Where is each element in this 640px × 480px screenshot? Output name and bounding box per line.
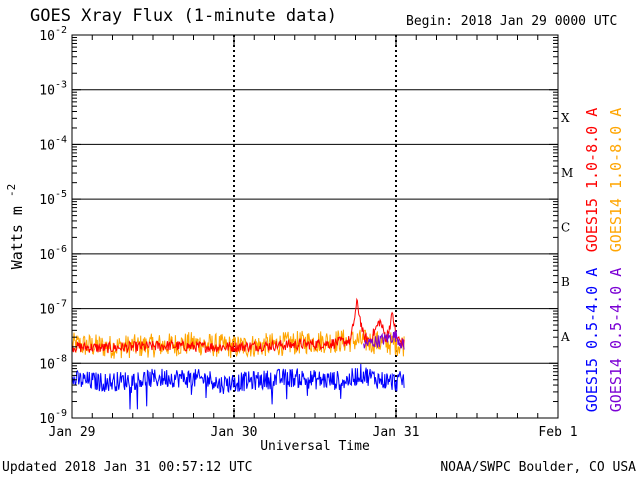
flare-class-X: X <box>561 111 570 125</box>
flare-class-B: B <box>561 275 570 289</box>
series-line-1 <box>71 297 405 354</box>
x-tick-label: Jan 30 <box>211 425 258 440</box>
legend-entry-1: GOES14 1.0-8.0 A <box>607 108 625 253</box>
flare-class-M: M <box>561 166 573 180</box>
y-tick-exponent: -8 <box>55 353 67 364</box>
y-tick-exponent: -6 <box>55 244 67 255</box>
y-tick-exponent: -9 <box>55 408 67 419</box>
y-tick-label: 10-5 <box>39 189 67 208</box>
page-title: GOES Xray Flux (1-minute data) <box>30 6 338 26</box>
updated-timestamp: Updated 2018 Jan 31 00:57:12 UTC <box>2 460 253 475</box>
x-tick-label: Jan 29 <box>49 425 96 440</box>
flare-class-A: A <box>560 330 570 344</box>
y-tick-exponent: -3 <box>55 80 67 91</box>
y-tick-label: 10-4 <box>39 134 67 153</box>
x-axis-label: Universal Time <box>260 439 370 454</box>
series-line-3 <box>71 363 405 410</box>
series-line-2 <box>363 330 405 350</box>
grid-layer <box>72 35 558 418</box>
series-layer <box>71 297 405 410</box>
y-axis-label-exponent: -2 <box>5 184 18 197</box>
flare-class-C: C <box>561 221 570 235</box>
credit-text: NOAA/SWPC Boulder, CO USA <box>440 460 636 475</box>
y-tick-label: 10-3 <box>39 80 67 99</box>
legend-entry-3: GOES14 0.5-4.0 A <box>607 268 625 413</box>
y-tick-label: 10-8 <box>39 353 67 372</box>
y-tick-label: 10-7 <box>39 299 67 318</box>
legend-entry-0: GOES15 1.0-8.0 A <box>583 108 601 253</box>
x-tick-label: Feb 1 <box>538 425 577 440</box>
plot-frame <box>71 34 559 419</box>
legend-entry-2: GOES15 0.5-4.0 A <box>583 268 601 413</box>
y-tick-label: 10-6 <box>39 244 67 263</box>
begin-time: Begin: 2018 Jan 29 0000 UTC <box>406 14 618 29</box>
frame-layer <box>71 34 559 419</box>
y-axis-label: Watts m -2 <box>5 184 26 270</box>
y-tick-exponent: -5 <box>55 189 67 200</box>
x-tick-label: Jan 31 <box>373 425 420 440</box>
y-tick-exponent: -7 <box>55 299 67 310</box>
y-tick-label: 10-2 <box>39 25 67 44</box>
y-tick-exponent: -2 <box>55 25 67 36</box>
y-tick-exponent: -4 <box>55 134 67 145</box>
